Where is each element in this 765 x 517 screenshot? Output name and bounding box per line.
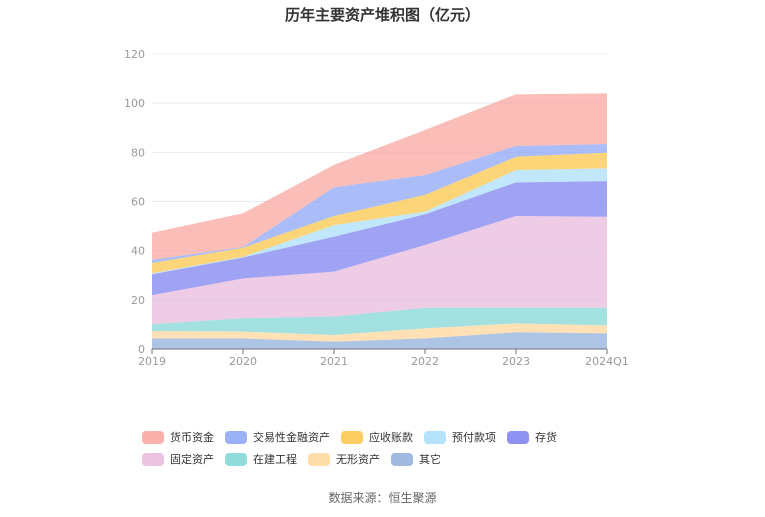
- area-其它: [152, 332, 607, 349]
- legend-swatch: [308, 452, 330, 466]
- x-tick-label: 2024Q1: [585, 355, 629, 368]
- legend-label: 交易性金融资产: [253, 431, 330, 444]
- x-tick-label: 2021: [320, 355, 348, 368]
- legend-swatch: [391, 452, 413, 466]
- legend-item[interactable]: 固定资产: [142, 448, 214, 470]
- y-tick-label: 0: [138, 343, 145, 356]
- legend-swatch: [142, 430, 164, 444]
- legend-swatch: [225, 452, 247, 466]
- legend-label: 存货: [535, 431, 557, 444]
- x-tick-label: 2023: [502, 355, 530, 368]
- legend-item[interactable]: 应收账款: [341, 426, 413, 448]
- legend-item[interactable]: 交易性金融资产: [225, 426, 330, 448]
- legend-label: 其它: [419, 453, 441, 466]
- legend-item[interactable]: 在建工程: [225, 448, 297, 470]
- legend-item[interactable]: 存货: [507, 426, 557, 448]
- legend: 货币资金 交易性金融资产 应收账款 预付款项 存货固定资产 在建工程 无形资产 其它: [142, 426, 642, 470]
- axes: [151, 348, 608, 354]
- legend-swatch: [424, 430, 446, 444]
- legend-swatch: [142, 452, 164, 466]
- stacked-area-chart: 0 20 40 60 80 100 120 2019 2020 2021 2022 2023 2024…: [124, 48, 629, 368]
- y-tick-label: 80: [131, 146, 145, 159]
- data-source: 数据来源：恒生聚源: [328, 491, 437, 505]
- legend-item[interactable]: 预付款项: [424, 426, 496, 448]
- legend-label: 在建工程: [253, 453, 297, 466]
- y-tick-label: 100: [124, 97, 145, 110]
- area-layers: [152, 93, 607, 349]
- legend-items: 货币资金 交易性金融资产 应收账款 预付款项 存货固定资产 在建工程 无形资产 其它: [142, 426, 642, 470]
- y-tick-label: 60: [131, 196, 145, 209]
- area-无形资产: [152, 323, 607, 342]
- x-tick-labels: 2019 2020 2021 2022 2023 2024Q1: [138, 355, 629, 368]
- area-在建工程: [152, 307, 607, 335]
- y-tick-label: 40: [131, 245, 145, 258]
- legend-swatch: [225, 430, 247, 444]
- area-货币资金: [152, 93, 607, 260]
- x-tick-label: 2019: [138, 355, 166, 368]
- area-存货: [152, 181, 607, 296]
- y-tick-labels: 0 20 40 60 80 100 120: [124, 48, 145, 356]
- legend-label: 应收账款: [369, 431, 413, 444]
- area-预付款项: [152, 168, 607, 275]
- legend-label: 固定资产: [170, 453, 214, 466]
- chart-title: 历年主要资产堆积图（亿元）: [284, 6, 480, 24]
- x-tick-label: 2022: [411, 355, 439, 368]
- legend-swatch: [507, 430, 529, 444]
- legend-label: 无形资产: [336, 453, 380, 466]
- area-应收账款: [152, 152, 607, 274]
- y-tick-label: 20: [131, 294, 145, 307]
- legend-item[interactable]: 货币资金: [142, 426, 214, 448]
- legend-label: 货币资金: [170, 431, 214, 444]
- y-tick-label: 120: [124, 48, 145, 61]
- legend-swatch: [341, 430, 363, 444]
- legend-label: 预付款项: [452, 431, 496, 444]
- legend-item[interactable]: 其它: [391, 448, 441, 470]
- area-交易性金融资产: [152, 143, 607, 263]
- area-固定资产: [152, 216, 607, 325]
- x-tick-label: 2020: [229, 355, 257, 368]
- legend-item[interactable]: 无形资产: [308, 448, 380, 470]
